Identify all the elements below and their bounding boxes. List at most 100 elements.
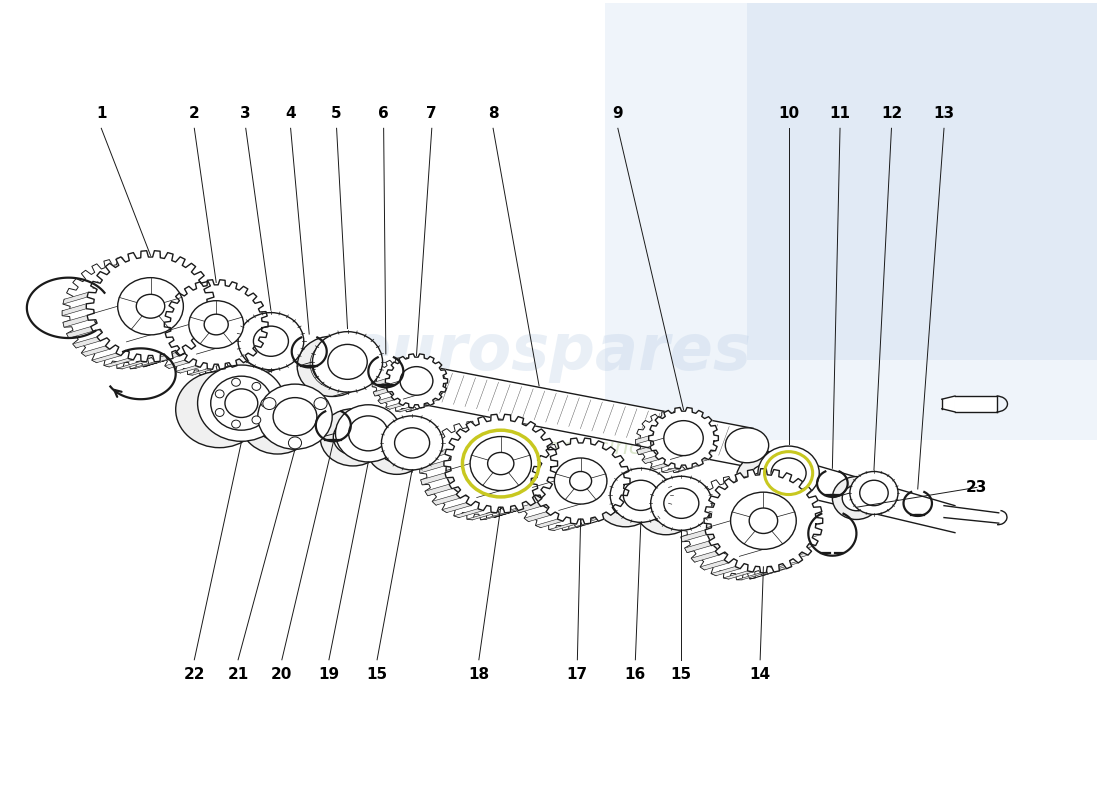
Polygon shape [526,484,552,496]
Ellipse shape [636,481,696,534]
Polygon shape [784,551,812,562]
Polygon shape [662,468,680,473]
Polygon shape [525,512,551,522]
Text: 14: 14 [749,666,771,682]
Polygon shape [103,358,133,367]
Polygon shape [531,438,630,524]
Polygon shape [750,571,780,579]
Polygon shape [704,469,823,573]
Polygon shape [517,494,546,505]
Text: 18: 18 [469,666,490,682]
Polygon shape [144,358,173,367]
Polygon shape [796,506,822,518]
Polygon shape [507,502,536,513]
Text: 3: 3 [241,106,251,122]
Polygon shape [636,436,649,444]
Polygon shape [190,304,214,316]
Polygon shape [588,512,615,522]
Ellipse shape [395,428,430,458]
Polygon shape [701,560,728,570]
Ellipse shape [860,480,888,506]
Polygon shape [156,353,185,362]
Ellipse shape [749,508,778,534]
Ellipse shape [176,371,263,448]
Polygon shape [421,473,447,485]
Ellipse shape [387,370,420,399]
Ellipse shape [312,332,383,392]
Ellipse shape [263,398,276,410]
Polygon shape [724,571,754,579]
Polygon shape [711,566,740,576]
Polygon shape [184,326,210,338]
Polygon shape [241,343,263,353]
Polygon shape [417,366,754,466]
Polygon shape [63,292,88,304]
Polygon shape [705,436,718,444]
Polygon shape [944,506,999,523]
Text: 5: 5 [331,106,342,122]
Ellipse shape [224,317,290,374]
Polygon shape [649,407,718,469]
Ellipse shape [349,416,388,451]
Polygon shape [680,476,799,580]
Polygon shape [747,2,1097,360]
Polygon shape [420,461,444,473]
Ellipse shape [379,432,415,462]
Ellipse shape [649,493,683,523]
Polygon shape [598,502,624,513]
Polygon shape [516,502,541,513]
Ellipse shape [253,326,288,356]
Text: 20: 20 [272,666,293,682]
Text: 8: 8 [487,106,498,122]
Polygon shape [531,473,557,485]
Text: 2: 2 [189,106,200,122]
Ellipse shape [232,420,241,428]
Text: 19: 19 [318,666,340,682]
Polygon shape [454,509,483,518]
Ellipse shape [314,398,327,410]
Polygon shape [799,518,823,530]
Polygon shape [605,2,1097,440]
Polygon shape [407,407,425,412]
Polygon shape [144,322,164,333]
Polygon shape [680,518,704,530]
Ellipse shape [198,365,285,442]
Polygon shape [425,484,452,496]
Text: 9: 9 [613,106,624,122]
Ellipse shape [224,389,257,418]
Text: 12: 12 [881,106,902,122]
Polygon shape [636,411,705,473]
Ellipse shape [532,464,585,510]
Ellipse shape [297,336,367,397]
Text: 10: 10 [778,106,800,122]
Polygon shape [188,369,212,375]
Ellipse shape [554,458,607,504]
Ellipse shape [252,416,261,424]
Ellipse shape [736,453,798,506]
Text: 15: 15 [671,666,692,682]
Polygon shape [63,304,86,316]
Ellipse shape [446,443,507,498]
Ellipse shape [725,428,769,462]
Ellipse shape [610,468,671,522]
Polygon shape [144,286,249,375]
Polygon shape [249,322,268,333]
Polygon shape [421,450,447,461]
Ellipse shape [833,477,880,519]
Polygon shape [642,456,659,463]
Text: 23: 23 [966,480,988,495]
Ellipse shape [400,366,433,395]
Text: 22: 22 [184,666,205,682]
Ellipse shape [94,285,160,342]
Ellipse shape [240,389,315,454]
Polygon shape [212,366,238,373]
Text: 13: 13 [934,106,955,122]
Polygon shape [396,407,414,412]
Polygon shape [605,490,629,502]
Polygon shape [549,523,576,530]
Polygon shape [432,388,447,396]
Ellipse shape [651,425,690,459]
Polygon shape [466,512,497,520]
Text: 21: 21 [228,666,249,682]
Polygon shape [63,258,190,369]
